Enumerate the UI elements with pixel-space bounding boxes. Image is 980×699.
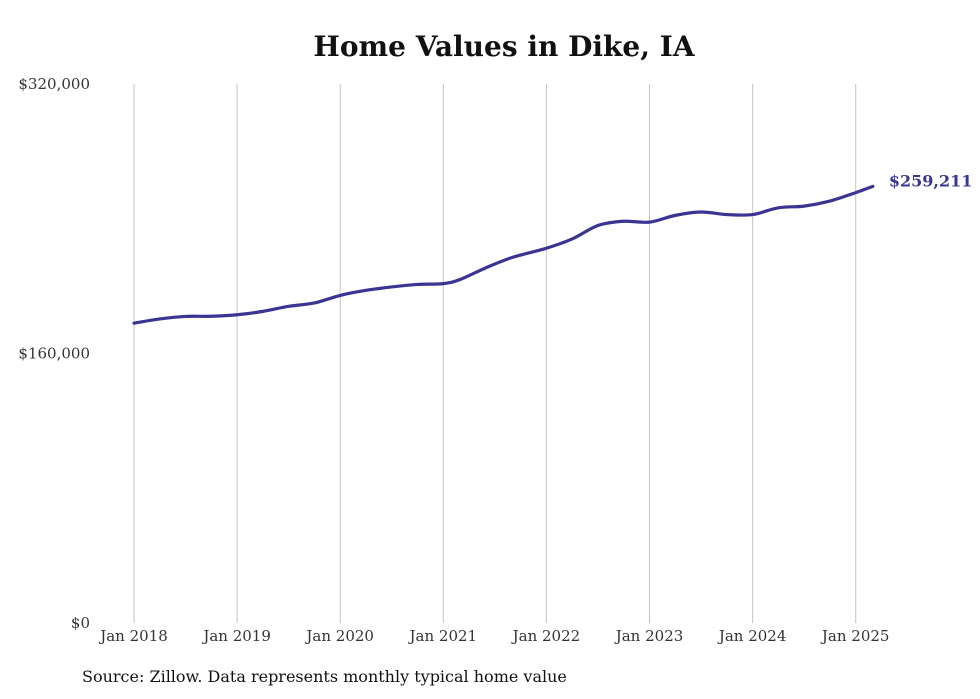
x-tick-label: Jan 2023 — [614, 627, 684, 645]
source-note: Source: Zillow. Data represents monthly … — [82, 667, 567, 686]
x-tick-label: Jan 2024 — [717, 627, 787, 645]
x-axis: Jan 2018 Jan 2019 Jan 2020 Jan 2021 Jan 2022… — [98, 627, 889, 645]
series-line-0 — [132, 184, 875, 325]
y-axis: $0 $160,000 $320,000 — [18, 75, 90, 632]
x-tick-label: Jan 2019 — [201, 627, 271, 645]
x-tick-label: Jan 2022 — [511, 627, 581, 645]
end-value-label: $259,211 — [889, 171, 973, 190]
y-tick-label: $320,000 — [18, 75, 90, 93]
x-tick-label: Jan 2021 — [408, 627, 478, 645]
x-tick-label: Jan 2020 — [304, 627, 374, 645]
chart-title: Home Values in Dike, IA — [313, 30, 695, 63]
series-layer: $259,211 — [132, 171, 973, 325]
y-tick-label: $0 — [71, 614, 90, 632]
x-tick-label: Jan 2018 — [98, 627, 168, 645]
x-tick-label: Jan 2025 — [820, 627, 890, 645]
y-tick-label: $160,000 — [18, 345, 90, 363]
gridlines — [133, 84, 857, 623]
